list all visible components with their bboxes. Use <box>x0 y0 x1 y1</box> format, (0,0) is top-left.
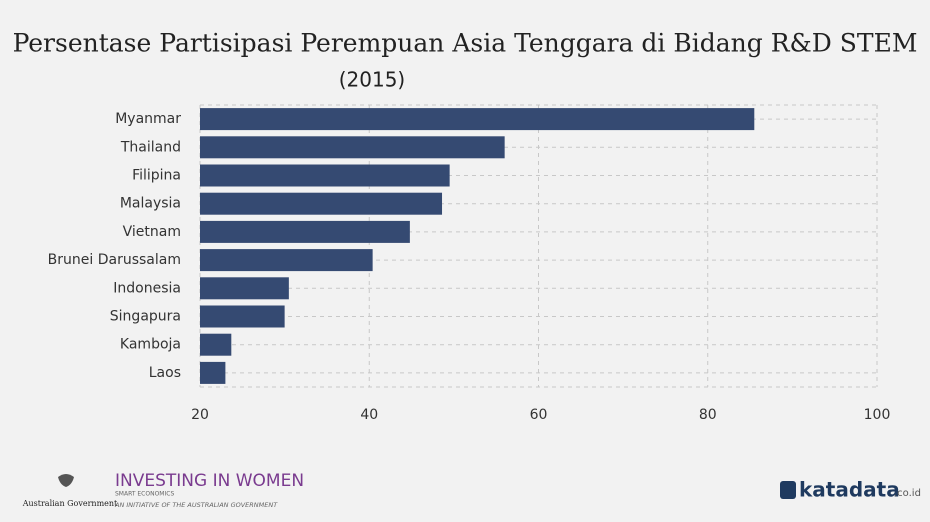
y-tick-label: Singapura <box>110 309 181 325</box>
bar <box>200 136 505 159</box>
bar <box>200 305 285 328</box>
site-domain: .co.id <box>894 488 921 499</box>
x-tick-label: 20 <box>191 407 209 423</box>
bar <box>200 220 410 243</box>
bar <box>200 108 755 131</box>
y-tick-label: Filipina <box>132 168 181 184</box>
chart-title: Persentase Partisipasi Perempuan Asia Te… <box>13 29 918 58</box>
site-label: katadata <box>799 478 900 502</box>
y-tick-label: Malaysia <box>120 196 181 212</box>
gov-label: Australian Government <box>22 499 118 508</box>
y-tick-label: Myanmar <box>115 111 181 127</box>
y-tick-label: Laos <box>149 365 181 381</box>
x-tick-label: 60 <box>530 407 548 423</box>
bar <box>200 277 289 300</box>
y-tick-label: Thailand <box>120 139 181 155</box>
chart-subtitle: (2015) <box>339 68 406 92</box>
bar <box>200 164 450 187</box>
x-tick-label: 40 <box>360 407 378 423</box>
brand-label: INVESTING IN WOMEN <box>115 471 304 491</box>
bar <box>200 361 226 384</box>
y-tick-label: Indonesia <box>113 280 181 296</box>
bar <box>200 333 232 356</box>
y-tick-label: Kamboja <box>120 337 181 353</box>
initiative-label: AN INITIATIVE OF THE AUSTRALIAN GOVERNME… <box>114 501 278 509</box>
x-tick-label: 100 <box>864 407 891 423</box>
brand-sub: SMART ECONOMICS <box>115 491 174 498</box>
y-tick-label: Brunei Darussalam <box>48 252 181 268</box>
site-icon <box>780 481 796 499</box>
bar <box>200 192 443 215</box>
x-tick-label: 80 <box>699 407 717 423</box>
y-tick-label: Vietnam <box>123 224 181 240</box>
footer: Australian Government INVESTING IN WOMEN… <box>22 471 921 509</box>
bar <box>200 249 373 272</box>
crest-icon <box>58 474 74 487</box>
